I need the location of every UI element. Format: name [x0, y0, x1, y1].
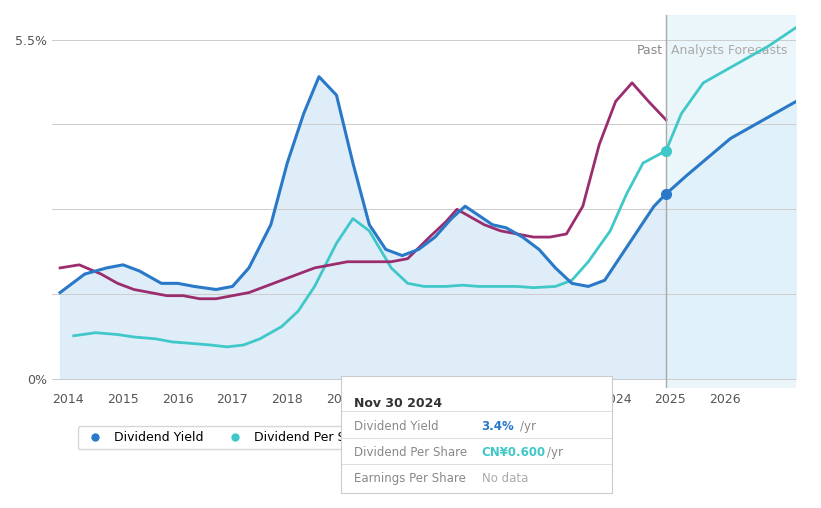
Text: Earnings Per Share: Earnings Per Share	[355, 472, 466, 485]
Text: Dividend Per Share: Dividend Per Share	[355, 446, 467, 459]
Text: Past: Past	[637, 44, 663, 57]
Text: /yr: /yr	[547, 446, 562, 459]
Text: 3.4%: 3.4%	[482, 420, 514, 433]
Text: CN¥0.600: CN¥0.600	[482, 446, 546, 459]
Text: /yr: /yr	[520, 420, 535, 433]
Text: Nov 30 2024: Nov 30 2024	[355, 397, 443, 410]
Legend: Dividend Yield, Dividend Per Share, Earnings Per Share: Dividend Yield, Dividend Per Share, Earn…	[78, 426, 547, 449]
Text: Dividend Yield: Dividend Yield	[355, 420, 439, 433]
Text: No data: No data	[482, 472, 528, 485]
Text: Analysts Forecasts: Analysts Forecasts	[672, 44, 788, 57]
Bar	[666, 15, 796, 388]
